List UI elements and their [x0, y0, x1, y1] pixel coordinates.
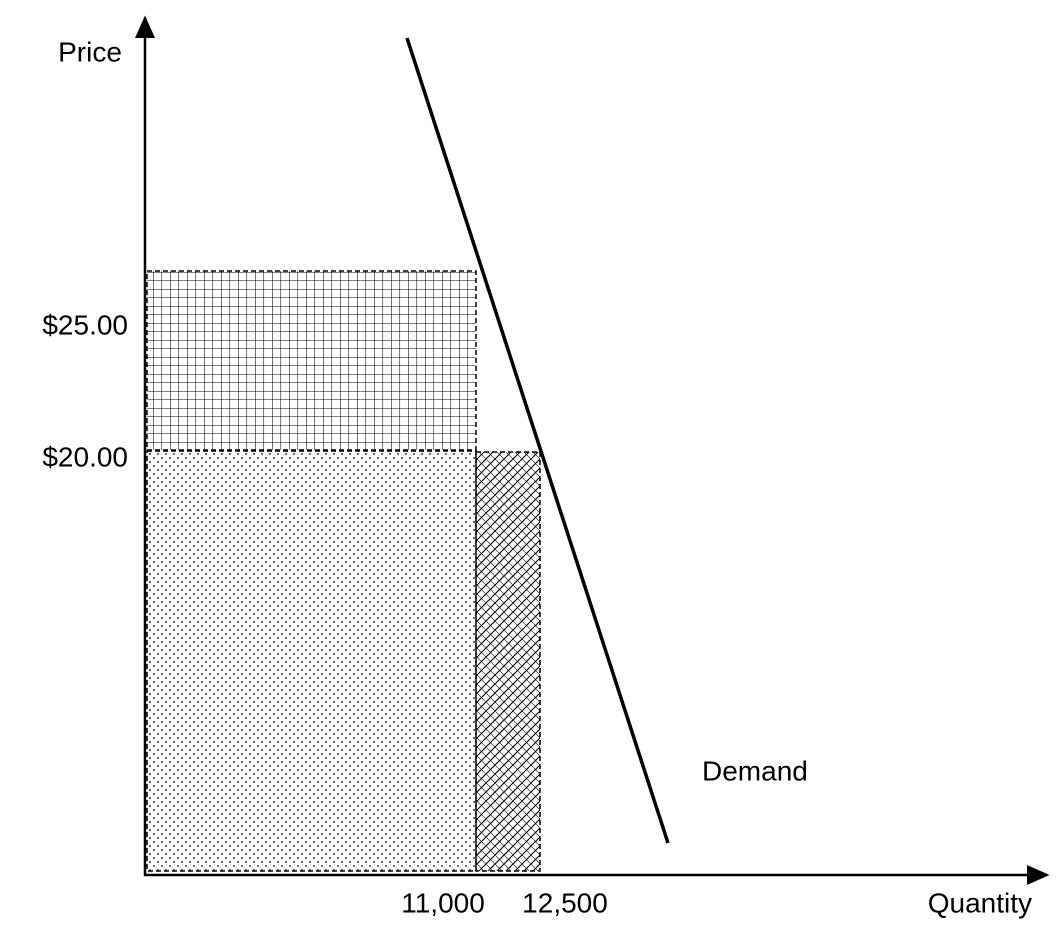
revenue-gain-area — [146, 270, 477, 451]
quantity-label: 11,000 — [401, 887, 485, 918]
price-label: $25.00 — [42, 309, 128, 340]
base-revenue-area — [146, 450, 477, 872]
y-axis-label: Price — [58, 36, 122, 67]
price-label: $20.00 — [42, 441, 128, 472]
revenue-loss-area — [475, 451, 541, 872]
curve-label: Demand — [702, 755, 808, 786]
quantity-label: 12,500 — [522, 887, 608, 918]
demand-curve — [405, 37, 670, 844]
x-axis-label: Quantity — [928, 887, 1032, 918]
